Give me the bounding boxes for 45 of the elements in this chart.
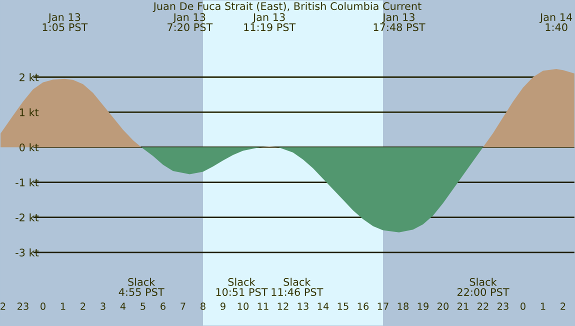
x-tick-label: 2 (560, 302, 566, 310)
x-tick-label: 10 (238, 302, 249, 310)
x-tick-label: 21 (458, 302, 468, 310)
x-tick-label: 19 (418, 302, 428, 310)
x-tick-label: 12 (278, 302, 288, 310)
x-tick-label: 14 (318, 302, 329, 310)
x-tick-label: 1 (60, 302, 66, 310)
x-tick-label: 23 (18, 302, 28, 310)
annotation: Jan 13 7:20 PST (168, 13, 213, 32)
x-tick-label: 11 (258, 302, 268, 310)
x-tick-label: 2 (80, 302, 86, 310)
x-tick-label: 17 (378, 302, 388, 310)
x-tick-label: 23 (498, 302, 508, 310)
annotation: Slack 4:55 PST (118, 278, 164, 296)
x-tick-label: 18 (398, 302, 409, 310)
y-tick-label: -1 kt (16, 178, 39, 186)
x-tick-label: 6 (160, 302, 166, 310)
x-tick-label: 7 (180, 302, 186, 310)
x-tick-label: 15 (338, 302, 348, 310)
x-tick-label: 22 (478, 302, 488, 310)
x-tick-label: 13 (298, 302, 308, 310)
x-tick-label: 5 (140, 302, 146, 310)
y-tick-label: -3 kt (16, 248, 39, 256)
x-tick-label: 0 (520, 302, 526, 310)
annotation: Slack 22:00 PST (457, 278, 510, 296)
x-tick-label: 0 (40, 302, 46, 310)
x-tick-label: 9 (220, 302, 226, 310)
annotation: Jan 13 1:05 PST (42, 13, 88, 32)
x-tick-label: 20 (438, 302, 449, 310)
x-tick-label: 4 (120, 302, 126, 310)
annotation: Jan 13 17:48 PST (374, 13, 426, 32)
x-tick-label: 3 (100, 302, 106, 310)
annotation: Jan 14 1:40 (539, 13, 572, 32)
annotation: Slack 10:51 PST (216, 278, 268, 296)
x-tick-label: 16 (358, 302, 369, 310)
x-tick-label: 2 (0, 302, 6, 310)
y-tick-label: 1 kt (20, 108, 39, 116)
x-tick-label: 1 (540, 302, 546, 310)
annotation: Jan 13 11:19 PST (244, 13, 296, 32)
x-tick-label: 8 (200, 302, 206, 310)
annotation: Slack 11:46 PST (272, 278, 324, 296)
chart-title: Juan De Fuca Strait (East), British Columbia Current (152, 2, 422, 12)
y-tick-label: 0 kt (20, 143, 39, 152)
y-tick-label: -2 kt (16, 213, 39, 222)
y-tick-label: 2 kt (20, 73, 39, 82)
